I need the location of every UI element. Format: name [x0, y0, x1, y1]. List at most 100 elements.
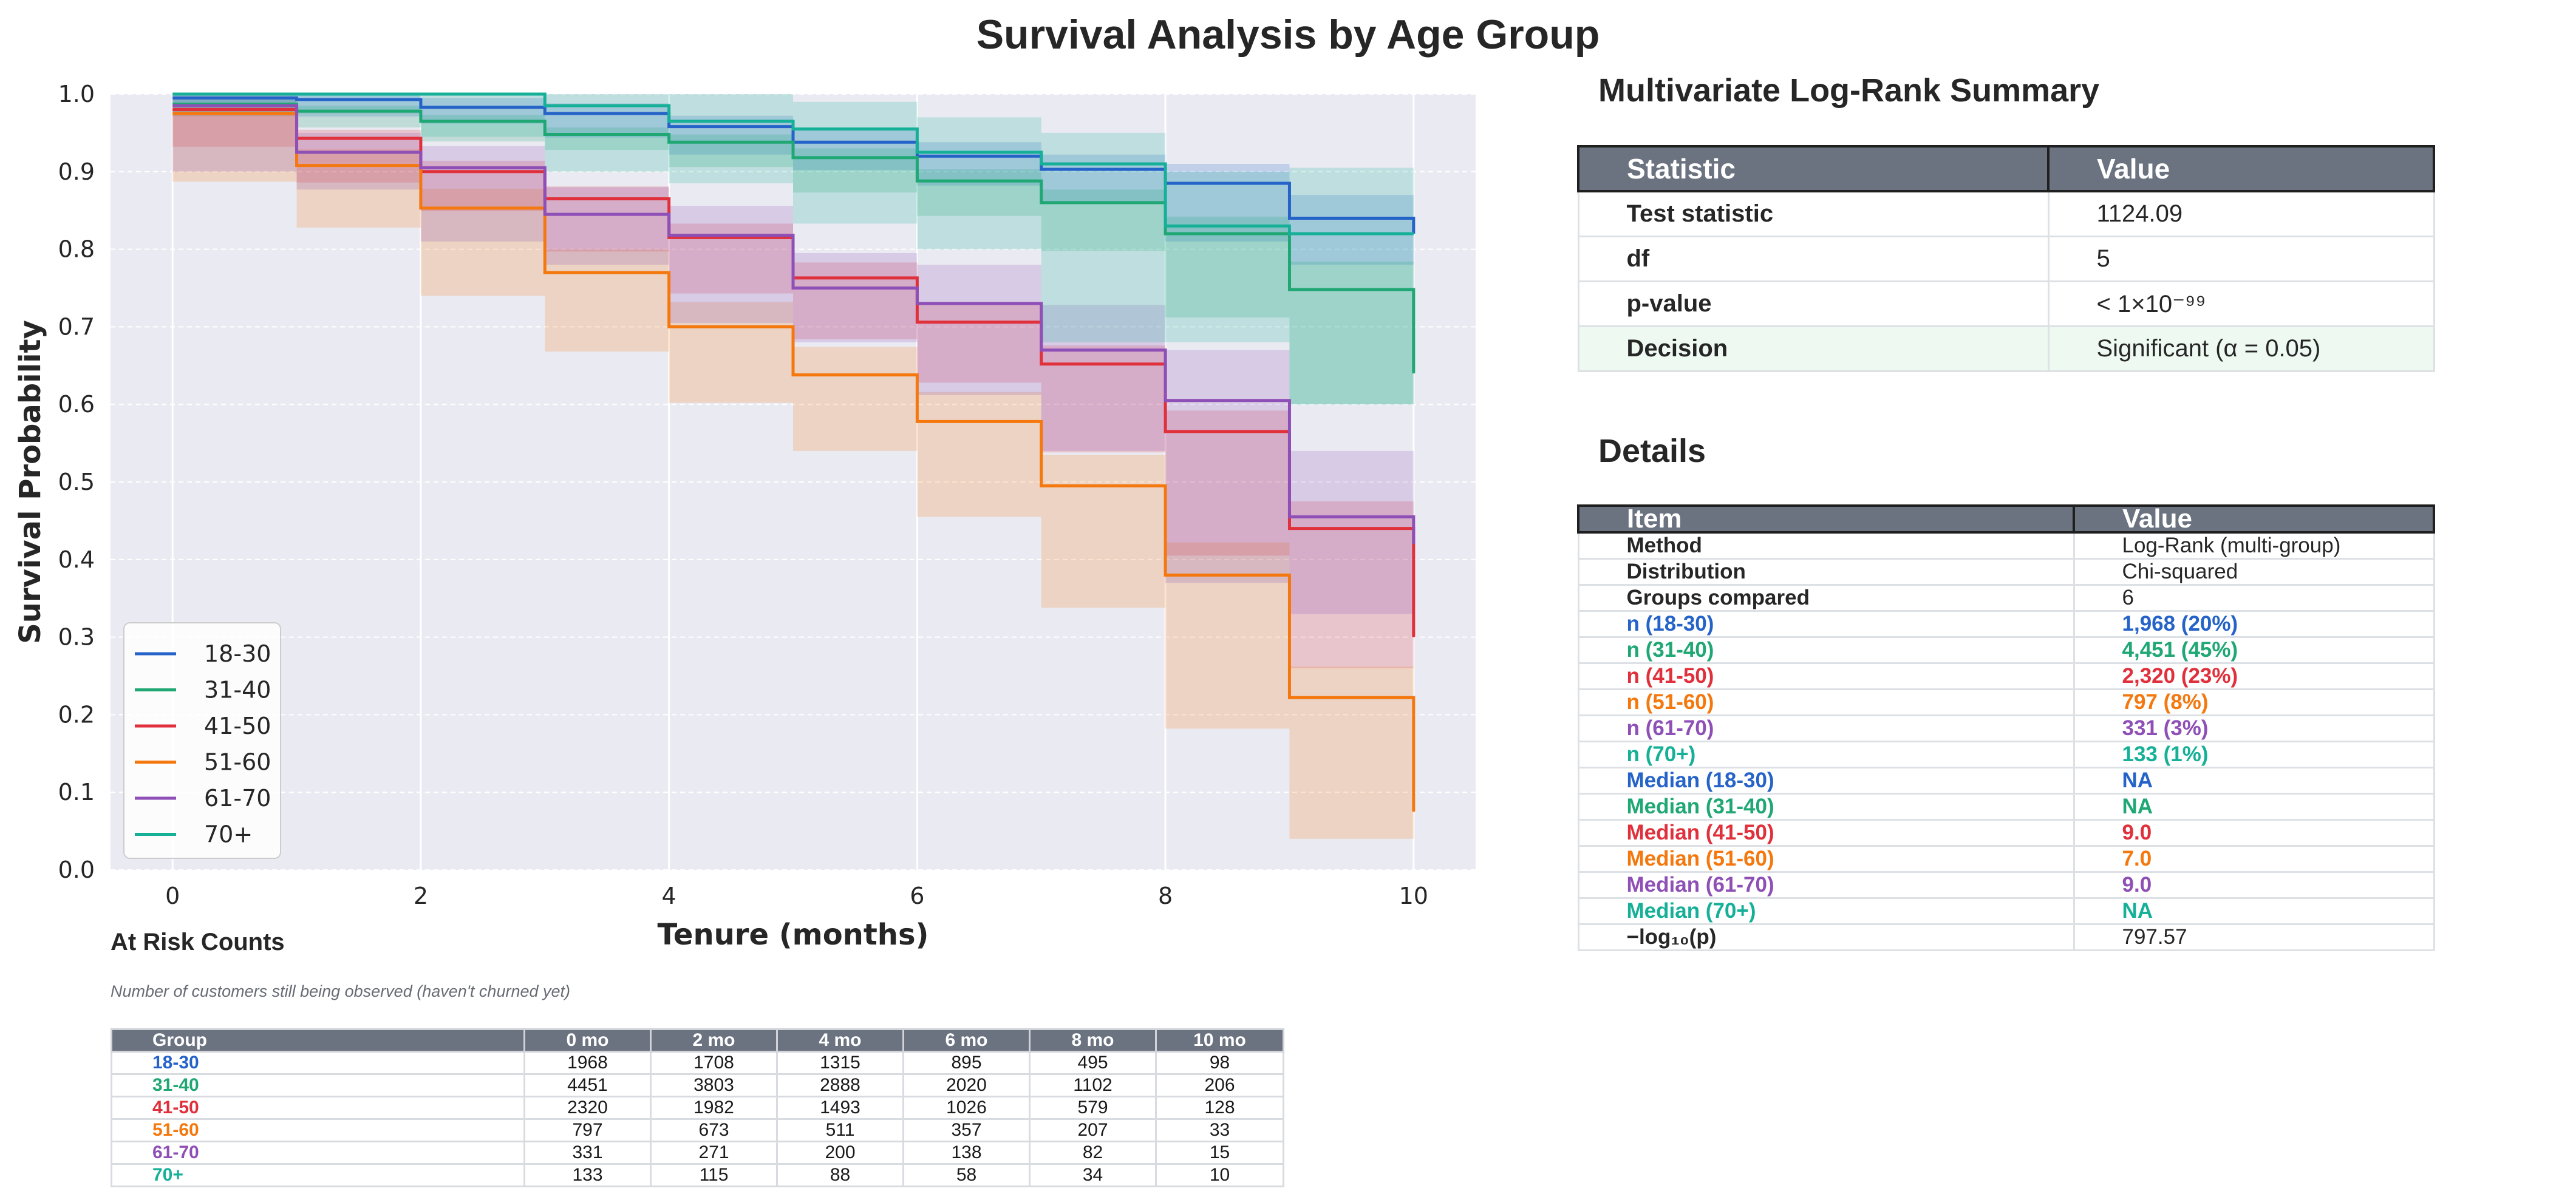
- details-key: n (31-40): [1577, 636, 2075, 664]
- summary-header-value: Value: [2047, 145, 2435, 192]
- table-row: Median (51-60) 7.0: [1577, 845, 2435, 873]
- at-risk-count: 10: [1155, 1163, 1284, 1187]
- at-risk-count: 495: [1029, 1051, 1157, 1075]
- details-value: 7.0: [2073, 845, 2435, 873]
- y-tick-label: 0.2: [58, 701, 95, 728]
- table-row: Median (18-30) NA: [1577, 767, 2435, 795]
- at-risk-count: 1968: [523, 1051, 652, 1075]
- details-value: 797.57: [2073, 923, 2435, 951]
- details-value: 9.0: [2073, 871, 2435, 899]
- legend-label: 41-50: [204, 713, 271, 739]
- at-risk-group: 41-50: [111, 1096, 525, 1120]
- table-row: Median (31-40) NA: [1577, 793, 2435, 821]
- at-risk-count: 4451: [523, 1073, 652, 1097]
- details-key: n (18-30): [1577, 610, 2075, 638]
- legend: 18-30 31-40 41-50 51-60 61-70 70+: [123, 622, 281, 859]
- y-tick-label: 0.4: [58, 546, 95, 573]
- y-tick-label: 0.8: [58, 236, 95, 263]
- table-row: df 5: [1577, 236, 2435, 282]
- details-value: NA: [2073, 767, 2435, 795]
- details-header-item: Item: [1577, 504, 2075, 534]
- details-key: Median (61-70): [1577, 871, 2075, 899]
- details-value: 133 (1%): [2073, 741, 2435, 768]
- x-axis-label: Tenure (months): [658, 918, 929, 952]
- summary-value: Significant (α = 0.05): [2047, 325, 2435, 372]
- at-risk-count: 206: [1155, 1073, 1284, 1097]
- at-risk-count: 200: [776, 1141, 904, 1165]
- table-row: 18-30 1968 1708 1315 895 495 98: [111, 1051, 1284, 1075]
- at-risk-count: 357: [902, 1118, 1031, 1142]
- at-risk-header: 10 mo: [1155, 1028, 1284, 1053]
- at-risk-header: 2 mo: [650, 1028, 778, 1053]
- details-key: Median (18-30): [1577, 767, 2075, 795]
- table-row: 70+ 133 115 88 58 34 10: [111, 1163, 1284, 1187]
- details-key: Groups compared: [1577, 584, 2075, 612]
- x-tick-label: 10: [1399, 883, 1428, 909]
- x-tick-label: 0: [165, 883, 180, 909]
- table-row: n (41-50) 2,320 (23%): [1577, 662, 2435, 690]
- table-row: n (31-40) 4,451 (45%): [1577, 636, 2435, 664]
- at-risk-table: Group 0 mo 2 mo 4 mo 6 mo 8 mo 10 mo 18-30 1968…: [111, 1028, 1284, 1187]
- details-key: Median (31-40): [1577, 793, 2075, 821]
- survival-line-31-40: [172, 103, 1416, 374]
- at-risk-count: 2020: [902, 1073, 1031, 1097]
- details-value: 1,968 (20%): [2073, 610, 2435, 638]
- summary-value: < 1×10⁻⁹⁹: [2047, 280, 2435, 327]
- at-risk-count: 1315: [776, 1051, 904, 1075]
- at-risk-header: 6 mo: [902, 1028, 1031, 1053]
- summary-value: 1124.09: [2047, 190, 2435, 237]
- summary-key: Decision: [1577, 325, 2050, 372]
- details-key: Median (41-50): [1577, 819, 2075, 847]
- table-row: Median (70+) NA: [1577, 897, 2435, 925]
- legend-label: 18-30: [204, 640, 271, 667]
- details-key: Median (70+): [1577, 897, 2075, 925]
- details-key: n (41-50): [1577, 662, 2075, 690]
- table-row: 41-50 2320 1982 1493 1026 579 128: [111, 1096, 1284, 1120]
- details-value: Log-Rank (multi-group): [2073, 531, 2435, 560]
- y-tick-label: 1.0: [58, 81, 95, 107]
- details-value: NA: [2073, 793, 2435, 821]
- at-risk-count: 1102: [1029, 1073, 1157, 1097]
- details-key: Distribution: [1577, 558, 2075, 586]
- survival-line-51-60: [172, 112, 1416, 812]
- summary-value: 5: [2047, 236, 2435, 282]
- at-risk-count: 33: [1155, 1118, 1284, 1142]
- table-row: Groups compared 6: [1577, 584, 2435, 612]
- survival-line-70+: [172, 92, 1414, 236]
- at-risk-count: 138: [902, 1141, 1031, 1165]
- y-tick-label: 0.5: [58, 469, 95, 495]
- table-row: Distribution Chi-squared: [1577, 558, 2435, 586]
- at-risk-count: 82: [1029, 1141, 1157, 1165]
- table-row: Method Log-Rank (multi-group): [1577, 531, 2435, 560]
- legend-label: 61-70: [204, 785, 271, 812]
- at-risk-count: 673: [650, 1118, 778, 1142]
- details-value: 9.0: [2073, 819, 2435, 847]
- details-title: Details: [1598, 433, 1706, 469]
- at-risk-header: 4 mo: [776, 1028, 904, 1053]
- legend-label: 31-40: [204, 677, 271, 704]
- table-row: 61-70 331 271 200 138 82 15: [111, 1141, 1284, 1165]
- at-risk-count: 2888: [776, 1073, 904, 1097]
- at-risk-count: 895: [902, 1051, 1031, 1075]
- details-value: 2,320 (23%): [2073, 662, 2435, 690]
- at-risk-count: 271: [650, 1141, 778, 1165]
- at-risk-count: 511: [776, 1118, 904, 1142]
- survival-line-61-70: [172, 104, 1416, 544]
- table-row: p-value < 1×10⁻⁹⁹: [1577, 280, 2435, 327]
- log-rank-summary-table: Statistic Value Test statistic 1124.09 df 5…: [1577, 145, 2435, 372]
- at-risk-header: Group: [111, 1028, 525, 1053]
- details-value: NA: [2073, 897, 2435, 925]
- table-row: −log₁₀(p) 797.57: [1577, 923, 2435, 951]
- details-key: n (51-60): [1577, 688, 2075, 716]
- table-row: 31-40 4451 3803 2888 2020 1102 206: [111, 1073, 1284, 1097]
- table-row: Median (41-50) 9.0: [1577, 819, 2435, 847]
- summary-key: df: [1577, 236, 2050, 282]
- at-risk-count: 797: [523, 1118, 652, 1142]
- y-tick-label: 0.1: [58, 779, 95, 806]
- at-risk-note: Number of customers still being observed…: [111, 982, 571, 1000]
- table-row: n (51-60) 797 (8%): [1577, 688, 2435, 716]
- x-tick-label: 4: [662, 883, 676, 909]
- details-value: Chi-squared: [2073, 558, 2435, 586]
- details-header-value: Value: [2073, 504, 2435, 534]
- at-risk-count: 115: [650, 1163, 778, 1187]
